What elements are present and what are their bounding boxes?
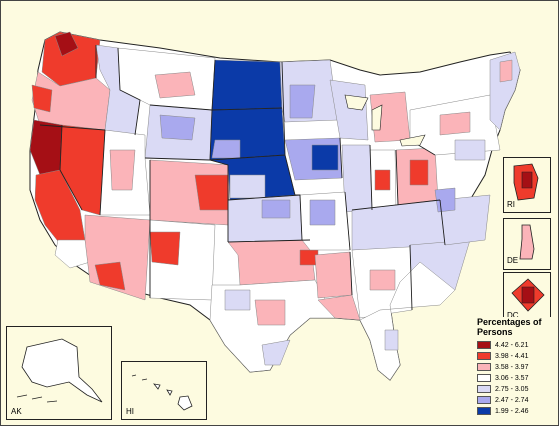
legend-item: 4.42 - 6.21 bbox=[477, 340, 557, 350]
region-ia-dark bbox=[311, 144, 339, 171]
dc-label: DC bbox=[507, 311, 519, 320]
region-mn-blue bbox=[289, 84, 316, 119]
region-me-pink bbox=[499, 59, 513, 83]
legend-label: 3.06 - 3.57 bbox=[495, 374, 529, 382]
region-ks-blue bbox=[261, 199, 291, 219]
legend-label: 4.42 - 6.21 bbox=[495, 341, 529, 349]
region-nm-red bbox=[149, 231, 181, 266]
region-ny-pink bbox=[439, 111, 471, 136]
legend-item: 2.47 - 2.74 bbox=[477, 395, 557, 405]
region-in-red bbox=[374, 169, 391, 191]
region-il bbox=[341, 144, 373, 213]
legend-swatch bbox=[477, 396, 491, 404]
legend-item: 3.06 - 3.57 bbox=[477, 373, 557, 383]
legend-rows: 4.42 - 6.21 3.98 - 4.41 3.58 - 3.97 3.06 - … bbox=[477, 340, 557, 416]
region-ne-light bbox=[229, 174, 266, 199]
region-mt-pink bbox=[154, 71, 196, 99]
de-shape bbox=[519, 224, 535, 260]
legend-swatch bbox=[477, 374, 491, 382]
legend-swatch bbox=[477, 363, 491, 371]
region-sd-light bbox=[211, 139, 241, 159]
region-nd bbox=[211, 59, 283, 111]
ak-shape bbox=[16, 338, 103, 403]
inset-alaska: AK bbox=[6, 326, 112, 420]
legend-label: 3.58 - 3.97 bbox=[495, 363, 529, 371]
inset-dc: DC bbox=[503, 272, 551, 324]
ri-shape bbox=[513, 163, 539, 201]
region-co-red bbox=[194, 174, 229, 211]
state-borders bbox=[39, 45, 446, 311]
legend: Percentages of Persons 4.42 - 6.21 3.98 -… bbox=[477, 317, 557, 417]
region-ut-pink bbox=[109, 149, 136, 191]
legend-swatch bbox=[477, 407, 491, 415]
inset-hawaii: HI bbox=[121, 361, 207, 420]
ak-label: AK bbox=[11, 407, 22, 416]
dc-shape bbox=[511, 278, 545, 312]
region-tx-south bbox=[261, 339, 291, 366]
region-wi bbox=[329, 79, 369, 141]
ri-label: RI bbox=[507, 200, 515, 209]
legend-label: 2.75 - 3.05 bbox=[495, 385, 529, 393]
inset-delaware: DE bbox=[503, 218, 551, 270]
legend-item: 1.99 - 2.46 bbox=[477, 406, 557, 416]
region-fl-blue bbox=[384, 329, 399, 351]
region-pa-blue bbox=[454, 139, 486, 161]
inset-rhode-island: RI bbox=[503, 157, 551, 213]
region-new-england bbox=[489, 51, 521, 131]
region-tx-blue bbox=[224, 289, 251, 311]
region-ca-south bbox=[54, 239, 91, 269]
region-wy-blue bbox=[159, 114, 196, 141]
great-lakes bbox=[344, 94, 426, 147]
legend-label: 1.99 - 2.46 bbox=[495, 407, 529, 415]
region-tx-pink bbox=[254, 299, 286, 326]
region-mo-blue bbox=[309, 199, 336, 226]
region-or-red bbox=[31, 84, 53, 113]
region-wv-blue bbox=[434, 187, 456, 213]
legend-item: 3.98 - 4.41 bbox=[477, 351, 557, 361]
hi-shape bbox=[131, 374, 193, 411]
legend-label: 3.98 - 4.41 bbox=[495, 352, 529, 360]
legend-swatch bbox=[477, 341, 491, 349]
legend-label: 2.47 - 2.74 bbox=[495, 396, 529, 404]
region-oh-red bbox=[409, 159, 429, 186]
legend-item: 2.75 - 3.05 bbox=[477, 384, 557, 394]
legend-item: 3.58 - 3.97 bbox=[477, 362, 557, 372]
region-wa-north bbox=[54, 31, 79, 57]
region-az-red bbox=[94, 261, 126, 291]
de-label: DE bbox=[507, 256, 519, 265]
legend-swatch bbox=[477, 352, 491, 360]
legend-title: Percentages of Persons bbox=[477, 317, 542, 337]
region-al-pink bbox=[369, 269, 396, 291]
legend-swatch bbox=[477, 385, 491, 393]
region-ar bbox=[314, 251, 353, 299]
hi-label: HI bbox=[126, 407, 134, 416]
